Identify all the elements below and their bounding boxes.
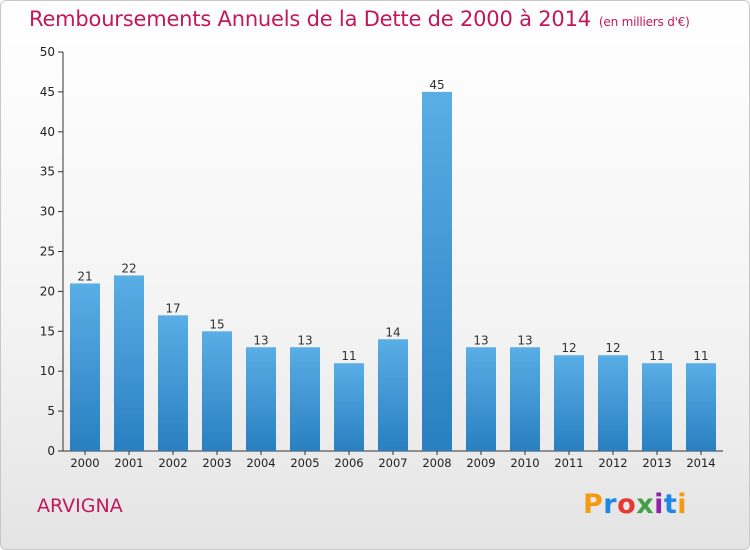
x-tick-label: 2007	[378, 456, 407, 470]
x-tick-label: 2014	[686, 456, 715, 470]
data-label: 13	[517, 333, 532, 347]
y-tick-label: 35	[40, 165, 55, 179]
chart-title-text: Remboursements Annuels de la Dette de 20…	[29, 7, 591, 31]
y-tick-label: 15	[40, 324, 55, 338]
x-tick-label: 2009	[466, 456, 495, 470]
y-tick-label: 50	[40, 45, 55, 59]
x-tick-label: 2005	[290, 456, 319, 470]
commune-name: ARVIGNA	[37, 495, 123, 517]
data-label: 12	[561, 341, 576, 355]
y-tick-label: 20	[40, 284, 55, 298]
data-labels-group: 21 22 17 15 13 13 11 14 45 13 13 12 12 11 11	[77, 78, 708, 363]
data-label: 21	[77, 269, 92, 283]
y-tick-label: 5	[47, 404, 55, 418]
data-label: 22	[121, 261, 136, 275]
data-label: 12	[605, 341, 620, 355]
bar	[246, 347, 276, 451]
y-tick-label: 30	[40, 205, 55, 219]
x-tick-label: 2013	[642, 456, 671, 470]
logo-letter: P	[583, 489, 604, 520]
logo-letter: x	[636, 489, 655, 520]
data-label: 11	[649, 349, 664, 363]
y-tick-label: 0	[47, 444, 55, 458]
bar	[466, 347, 496, 451]
data-label: 13	[473, 333, 488, 347]
y-tick-label: 40	[40, 125, 55, 139]
bar	[334, 363, 364, 451]
bar	[378, 339, 408, 451]
data-label: 17	[165, 301, 180, 315]
data-label: 14	[385, 325, 400, 339]
logo-letter: i	[654, 489, 664, 520]
x-tick-label: 2000	[70, 456, 99, 470]
x-tick-label: 2001	[114, 456, 143, 470]
bar	[202, 331, 232, 451]
y-tick-label: 25	[40, 245, 55, 259]
data-label: 13	[297, 333, 312, 347]
chart-unit: (en milliers d'€)	[598, 15, 690, 29]
bar	[598, 355, 628, 451]
logo-letter: o	[617, 489, 637, 520]
data-label: 15	[209, 317, 224, 331]
logo-letter: t	[663, 489, 678, 520]
bar	[510, 347, 540, 451]
data-label: 13	[253, 333, 268, 347]
bars-group	[70, 91, 716, 452]
y-tick-label: 10	[40, 364, 55, 378]
axes: 0 5 10 15 20 25 30 35 40 45 50 2000 2001 2002 2003 2004…	[40, 45, 723, 470]
logo-letter: r	[603, 489, 618, 520]
logo-letter: i	[677, 489, 688, 520]
data-label: 45	[429, 78, 444, 92]
y-tick-label: 45	[40, 85, 55, 99]
bar	[70, 283, 100, 451]
proxiti-logo: Proxiti	[583, 489, 687, 520]
bar	[554, 355, 584, 451]
x-tick-label: 2003	[202, 456, 231, 470]
x-tick-label: 2008	[422, 456, 451, 470]
bar	[290, 347, 320, 451]
bar-chart: 0 5 10 15 20 25 30 35 40 45 50 2000 2001 2002 2003 2004…	[40, 45, 723, 470]
x-tick-label: 2011	[554, 456, 583, 470]
bar	[158, 315, 188, 451]
bar	[114, 275, 144, 451]
x-tick-label: 2004	[246, 456, 275, 470]
data-label: 11	[341, 349, 356, 363]
bar	[422, 91, 452, 452]
x-tick-label: 2012	[598, 456, 627, 470]
data-label: 11	[693, 349, 708, 363]
x-tick-label: 2010	[510, 456, 539, 470]
bar	[686, 363, 716, 451]
x-tick-label: 2002	[158, 456, 187, 470]
bar	[642, 363, 672, 451]
x-tick-label: 2006	[334, 456, 363, 470]
chart-title: Remboursements Annuels de la Dette de 20…	[29, 7, 690, 31]
